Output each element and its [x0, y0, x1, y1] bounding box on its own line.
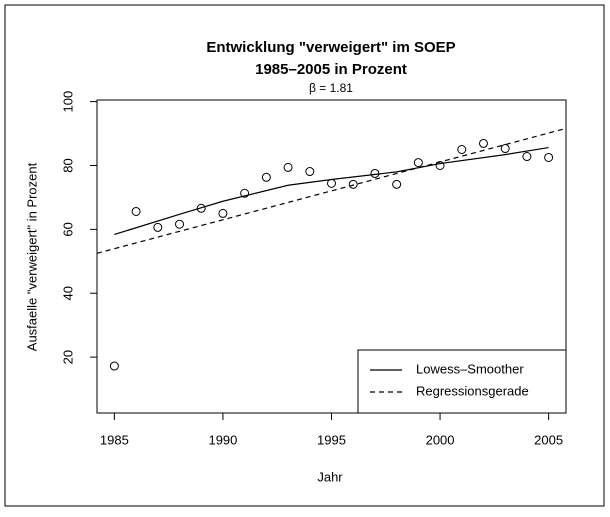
point	[240, 188, 250, 198]
x-tick-label: 1990	[208, 432, 237, 447]
point	[500, 144, 510, 154]
y-tick-label: 100	[60, 91, 75, 113]
point	[218, 208, 228, 218]
x-tick-label: 2005	[534, 432, 563, 447]
subtitle: β = 1.81	[309, 81, 353, 95]
legend-label: Lowess–Smoother	[416, 361, 524, 376]
point	[109, 361, 119, 371]
y-tick-label: 60	[60, 222, 75, 236]
x-tick-label: 1985	[100, 432, 129, 447]
point	[544, 152, 554, 162]
point	[196, 203, 206, 213]
y-tick-label: 20	[60, 350, 75, 364]
chart-title: Entwicklung "verweigert" im SOEP	[206, 39, 455, 56]
point	[348, 179, 358, 189]
legend-box	[357, 349, 567, 414]
legend-label: Regressionsgerade	[416, 383, 529, 398]
point	[457, 145, 467, 155]
point	[392, 179, 402, 189]
point	[283, 162, 293, 172]
point	[522, 152, 532, 162]
y-tick-label: 80	[60, 158, 75, 172]
point	[153, 222, 163, 232]
y-tick-label: 40	[60, 286, 75, 300]
x-tick-label: 1995	[317, 432, 346, 447]
point	[261, 172, 271, 182]
point	[478, 138, 488, 148]
x-axis-label: Jahr	[317, 469, 343, 484]
chart-title: 1985–2005 in Prozent	[255, 61, 407, 78]
point	[305, 167, 315, 177]
point	[131, 206, 141, 216]
x-tick-label: 2000	[426, 432, 455, 447]
point	[413, 158, 423, 168]
frame	[4, 4, 605, 507]
line	[114, 146, 549, 236]
y-axis-label: Ausfaelle "verweigert" in Prozent	[24, 162, 39, 351]
point	[175, 219, 185, 229]
